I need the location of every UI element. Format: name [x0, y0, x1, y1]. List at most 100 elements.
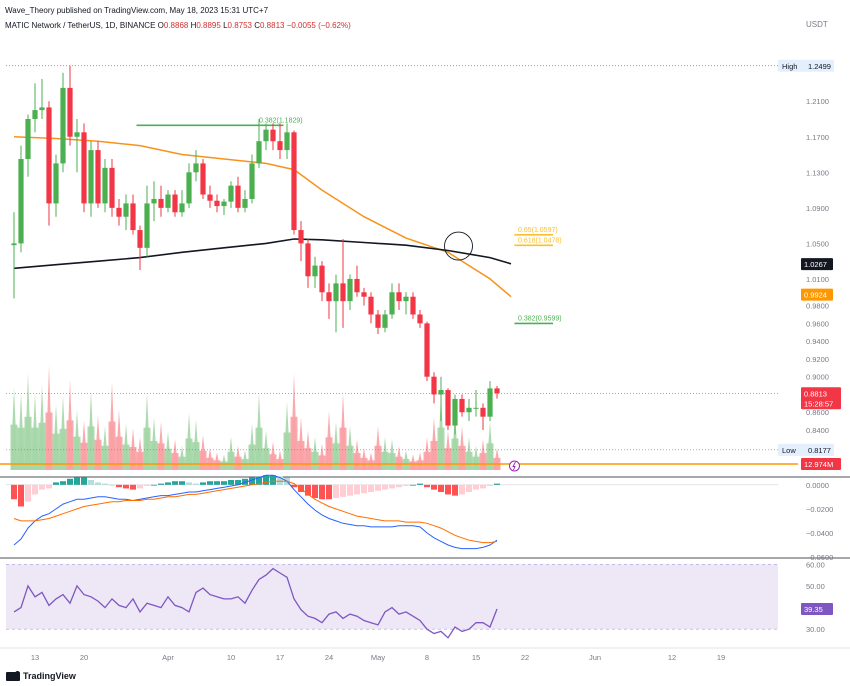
macd-histogram-bar	[403, 484, 409, 487]
candle-body	[193, 163, 199, 173]
macd-histogram-bar	[368, 484, 374, 493]
ohlc-close-label: C	[254, 21, 260, 30]
rsi-band	[6, 564, 778, 630]
volume-bar	[220, 461, 228, 470]
macd-histogram-bar	[487, 484, 493, 487]
volume-bar	[248, 444, 256, 470]
time-axis-label: Apr	[162, 653, 174, 662]
price-axis-label: 1.0900	[806, 204, 829, 213]
crossover-circle	[444, 231, 473, 261]
macd-histogram-bar	[438, 484, 444, 493]
volume-bar	[255, 427, 263, 470]
volume-bar	[486, 443, 494, 470]
low-tag-label: Low	[782, 446, 796, 455]
macd-histogram-bar	[109, 484, 115, 486]
macd-histogram-bar	[193, 483, 199, 485]
ohlc-low-value: 0.8753	[227, 21, 252, 30]
ohlc-high-label: H	[190, 21, 197, 30]
candle-body	[424, 323, 430, 377]
candle-body	[242, 198, 248, 208]
macd-histogram-bar	[144, 484, 150, 487]
volume-bar	[374, 445, 382, 470]
volume-bar	[388, 453, 396, 470]
ema50-price-tag-bg	[801, 288, 833, 301]
time-axis-label: Jun	[589, 653, 601, 662]
countdown-tag: 15:28:57	[804, 399, 833, 408]
volume-bar	[416, 460, 424, 470]
candle-body	[340, 283, 346, 302]
candle-body	[263, 129, 269, 142]
candle-body	[452, 398, 458, 426]
candle-body	[466, 407, 472, 413]
volume-bar	[136, 451, 144, 470]
candle-body	[144, 203, 150, 248]
candle-body	[347, 278, 353, 302]
macd-histogram-bar	[382, 484, 388, 490]
volume-bar	[451, 438, 459, 470]
macd-histogram-bar	[67, 478, 73, 485]
price-axis-label: 0.9000	[806, 373, 829, 382]
reference-lines	[0, 65, 798, 465]
fib-level-label: 0.382(0.9599)	[518, 315, 562, 322]
last-price-tag-bg	[801, 387, 841, 410]
volume-bar	[444, 448, 452, 470]
tradingview-brand: TradingView	[6, 670, 76, 681]
macd-histogram-bar	[221, 481, 227, 485]
ema200-price-tag: 1.0267	[804, 260, 827, 269]
candle-body	[214, 200, 220, 207]
macd-histogram-bar	[445, 484, 451, 495]
ohlc-high-value: 0.8895	[196, 21, 221, 30]
candle-body	[445, 390, 451, 426]
macd-histogram-bar	[431, 484, 437, 490]
price-axis-label: 1.0500	[806, 239, 829, 248]
volume-bar	[213, 460, 221, 470]
volume-tag-bg	[801, 458, 841, 470]
macd-histogram-bar	[81, 477, 87, 485]
macd-histogram-bar	[137, 484, 143, 489]
macd-histogram-bar	[207, 481, 213, 485]
fib-level-label: 0.65(1.0597)	[518, 227, 558, 234]
candle-body	[46, 107, 52, 204]
volume-bar	[129, 447, 137, 470]
high-tag-bg	[778, 59, 834, 72]
volume-bar	[346, 445, 354, 470]
ohlc-low-label: L	[223, 21, 228, 30]
time-axis-label: 19	[717, 653, 725, 662]
macd-histogram-bar	[235, 480, 241, 485]
time-axis-label: 24	[325, 653, 333, 662]
axes: 1.2100 1.1700 1.1300 1.0900 1.0500 1.0100 0.98…	[31, 97, 834, 662]
macd-histogram-bar	[249, 477, 255, 485]
time-axis-label: 17	[276, 653, 284, 662]
candle-body	[480, 407, 486, 417]
candle-body	[81, 132, 87, 204]
candlesticks	[11, 65, 500, 435]
volume-bar	[185, 438, 193, 470]
candle-body	[417, 314, 423, 324]
candle-body	[228, 185, 234, 202]
price-axis-label: 0.9200	[806, 355, 829, 364]
signal-line	[13, 480, 498, 544]
macd-histogram-bar	[410, 484, 416, 486]
volume-tag: 12.974M	[804, 460, 833, 469]
macd-histogram-bar	[130, 484, 136, 490]
ema200-price-tag-bg	[801, 258, 833, 271]
macd-histogram-bar	[256, 476, 262, 485]
candle-body	[11, 243, 17, 246]
candle-body	[333, 283, 339, 302]
macd-histogram-bar	[333, 484, 339, 499]
macd-histogram-bar	[277, 476, 283, 485]
volume-bar	[423, 451, 431, 470]
volume-bar	[318, 455, 326, 470]
candle-body	[95, 150, 101, 204]
price-axis-label: 1.1300	[806, 168, 829, 177]
macd-histogram-bar	[39, 484, 45, 490]
macd-histogram-bar	[32, 484, 38, 495]
candle-body	[291, 132, 297, 231]
macd-histogram-bar	[354, 484, 360, 495]
price-axis-label: 0.9400	[806, 337, 829, 346]
macd-histogram-bar	[326, 484, 332, 500]
low-tag-value: 0.8177	[808, 446, 831, 455]
candle-body	[207, 194, 213, 201]
volume-bar	[297, 440, 305, 470]
